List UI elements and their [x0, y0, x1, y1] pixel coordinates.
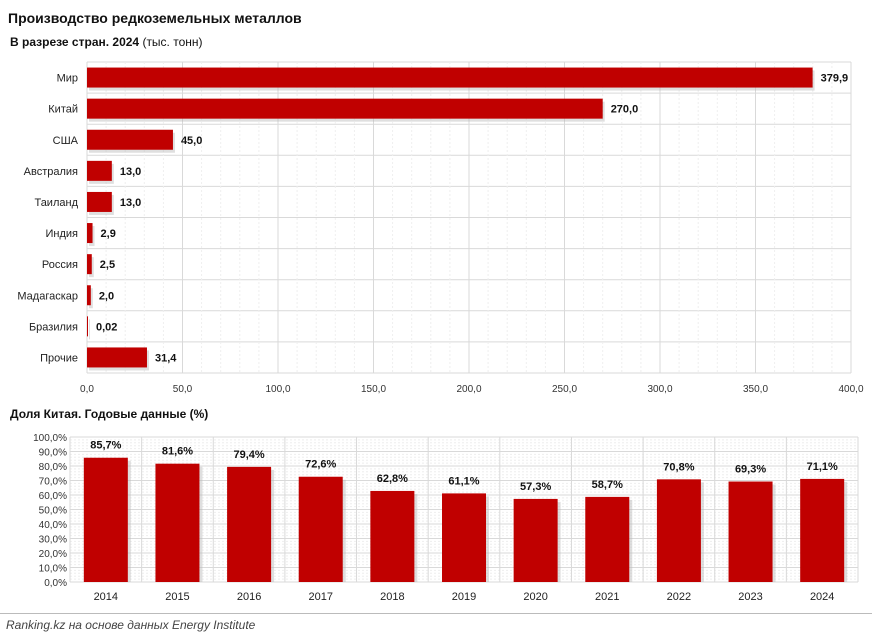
column-value-label: 85,7% — [90, 440, 121, 452]
bar-3 — [87, 129, 173, 150]
category-label: Прочие — [40, 352, 78, 364]
x-tick-label: 150,0 — [361, 384, 386, 395]
category-label: США — [53, 135, 79, 147]
bar-value-label: 13,0 — [120, 197, 141, 209]
column-value-label: 62,8% — [377, 473, 408, 485]
china-share-chart-title: Доля Китая. Годовые данные (%) — [10, 407, 209, 421]
category-label: Китай — [48, 104, 78, 116]
column-value-label: 58,7% — [592, 479, 623, 491]
category-label: Мадагаскар — [17, 290, 78, 302]
y-tick-label: 70,0% — [39, 477, 67, 488]
column-value-label: 79,4% — [233, 449, 264, 461]
bar-value-label: 270,0 — [611, 104, 639, 116]
column-2015 — [155, 463, 200, 582]
bar-10 — [87, 347, 147, 368]
chart-subtitle: В разрезе стран. 2024 (тыс. тонн) — [10, 35, 203, 49]
column-2019 — [442, 493, 486, 582]
chart-subtitle-unit: (тыс. тонн) — [139, 35, 203, 49]
year-label: 2015 — [165, 591, 189, 603]
y-tick-label: 10,0% — [39, 564, 67, 575]
column-2024 — [800, 478, 845, 582]
column-value-label: 71,1% — [807, 461, 838, 473]
y-tick-label: 30,0% — [39, 535, 67, 546]
bar-value-label: 31,4 — [155, 352, 177, 364]
year-label: 2021 — [595, 591, 619, 603]
column-2022 — [656, 479, 701, 582]
year-label: 2014 — [94, 591, 118, 603]
bar-value-label: 2,5 — [100, 259, 115, 271]
category-label: Таиланд — [34, 197, 78, 209]
year-label: 2020 — [523, 591, 547, 603]
bar-value-label: 13,0 — [120, 166, 141, 178]
bar-value-label: 2,0 — [99, 290, 114, 302]
bar-2 — [87, 98, 603, 119]
source-note: Ranking.kz на основе данных Energy Insti… — [6, 618, 256, 632]
bar-1 — [87, 67, 813, 88]
x-tick-label: 200,0 — [456, 384, 481, 395]
bar-value-label: 45,0 — [181, 135, 202, 147]
x-tick-label: 100,0 — [265, 384, 290, 395]
x-tick-label: 250,0 — [552, 384, 577, 395]
year-label: 2017 — [308, 591, 332, 603]
bar-9 — [87, 316, 88, 337]
column-value-label: 57,3% — [520, 481, 551, 493]
column-2017 — [298, 476, 343, 582]
x-tick-label: 0,0 — [80, 384, 94, 395]
chart-subtitle-bold: В разрезе стран. 2024 — [10, 35, 140, 49]
year-label: 2023 — [738, 591, 762, 603]
category-label: Бразилия — [29, 321, 78, 333]
bar-5 — [87, 191, 112, 212]
column-value-label: 81,6% — [162, 446, 193, 458]
x-tick-label: 350,0 — [743, 384, 768, 395]
y-tick-label: 50,0% — [39, 506, 67, 517]
year-label: 2018 — [380, 591, 404, 603]
bar-value-label: 0,02 — [96, 321, 117, 333]
footer-divider — [0, 613, 872, 614]
y-tick-label: 40,0% — [39, 520, 67, 531]
column-2021 — [585, 496, 630, 582]
y-tick-label: 100,0% — [33, 433, 67, 444]
y-tick-label: 60,0% — [39, 491, 67, 502]
column-2020 — [513, 498, 558, 582]
bar-8 — [87, 285, 91, 306]
year-label: 2024 — [810, 591, 834, 603]
category-label: Россия — [42, 259, 78, 271]
column-2014 — [83, 457, 128, 582]
bar-value-label: 379,9 — [821, 73, 849, 85]
bar-4 — [87, 160, 112, 181]
column-value-label: 72,6% — [305, 459, 336, 471]
category-label: Мир — [57, 73, 78, 85]
bar-7 — [87, 254, 92, 275]
bar-value-label: 2,9 — [101, 228, 116, 240]
column-value-label: 61,1% — [448, 475, 479, 487]
y-tick-label: 20,0% — [39, 549, 67, 560]
y-tick-label: 80,0% — [39, 462, 67, 473]
bar-6 — [87, 223, 93, 244]
x-tick-label: 400,0 — [838, 384, 863, 395]
year-label: 2016 — [237, 591, 261, 603]
country-production-bar-chart: 0,0 50,0 100,0 150,0 200,0 250,0 300,0 350,0 400… — [17, 61, 864, 395]
bar-shadow — [89, 288, 93, 309]
column-value-label: 70,8% — [663, 461, 694, 473]
column-2023 — [728, 481, 773, 582]
column-2018 — [370, 490, 415, 582]
bar-shadow — [89, 319, 90, 340]
column-value-label: 69,3% — [735, 464, 766, 476]
chart-title: Производство редкоземельных металлов — [8, 10, 302, 26]
year-label: 2022 — [667, 591, 691, 603]
y-tick-label: 0,0% — [44, 578, 67, 589]
y-tick-label: 90,0% — [39, 448, 67, 459]
x-tick-label: 50,0 — [173, 384, 193, 395]
category-label: Австралия — [24, 166, 78, 178]
column-2016 — [227, 466, 272, 582]
year-label: 2019 — [452, 591, 476, 603]
x-tick-label: 300,0 — [647, 384, 672, 395]
category-label: Индия — [45, 228, 78, 240]
